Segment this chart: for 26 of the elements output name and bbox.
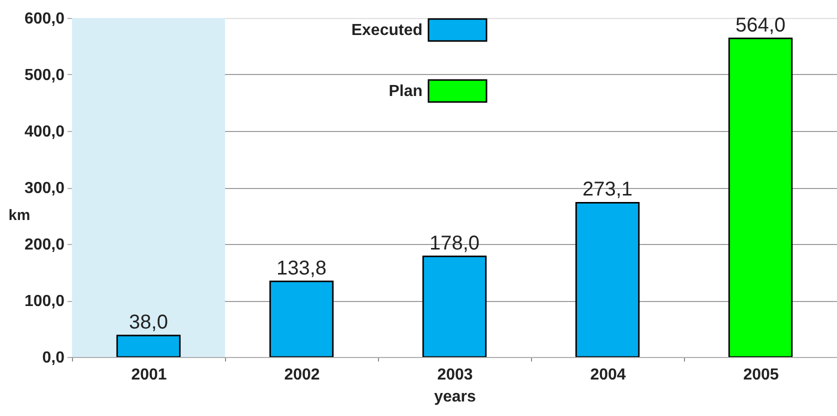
x-tick-label: 2001 [131,366,167,384]
x-tick-label: 2003 [437,366,473,384]
y-axis-title: km [8,207,30,224]
data-label: 38,0 [129,312,168,334]
bar [269,280,334,358]
data-label: 273,1 [582,178,633,201]
bar [575,202,640,358]
y-tick-label: 200,0 [24,236,65,254]
data-label: 133,8 [276,257,327,280]
x-tick-label: 2002 [284,366,320,384]
y-tick-label: 100,0 [24,293,65,310]
legend-label: Executed [351,22,422,39]
x-axis-title: years [434,388,476,406]
bar [728,38,793,358]
data-label: 564,0 [735,14,786,36]
data-label: 178,0 [429,232,480,254]
bar [422,256,487,358]
y-tick-label: 400,0 [24,124,65,140]
bar [116,334,181,358]
legend-label: Plan [388,83,422,100]
y-tick-label: 600,0 [24,10,65,28]
y-tick-label: 500,0 [24,67,65,84]
x-tick-label: 2004 [590,366,626,384]
x-tick-label: 2005 [743,366,779,384]
y-tick-label: 0,0 [42,350,65,366]
y-tick-label: 300,0 [24,180,65,197]
